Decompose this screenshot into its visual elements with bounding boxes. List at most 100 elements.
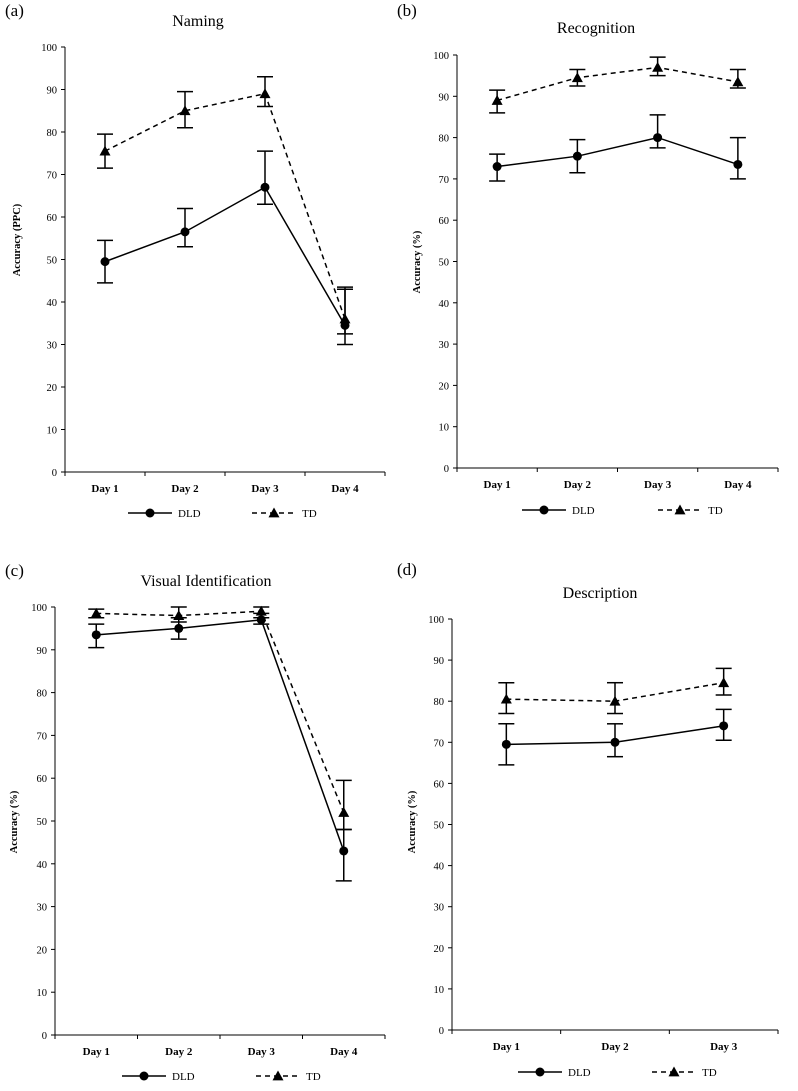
legend-entry-td: TD — [256, 1070, 321, 1083]
legend-marker — [268, 507, 280, 518]
y-tick-label: 100 — [428, 615, 444, 626]
data-point-dld — [492, 162, 502, 172]
chart-panel-3: (c) Visual Identification 0 10 20 30 40 50 60 70 8… — [5, 561, 386, 1083]
y-tick-label: 60 — [37, 774, 48, 785]
y-tick-label: 20 — [439, 381, 450, 392]
data-point-td — [718, 677, 730, 688]
data-point-td — [500, 693, 512, 704]
legend-entry-td: TD — [658, 504, 723, 517]
legend-entry-td: TD — [252, 507, 317, 520]
data-point-dld — [733, 159, 743, 169]
x-tick-label: Day 3 — [248, 1046, 276, 1058]
y-tick-label: 60 — [439, 216, 450, 227]
data-point-dld — [501, 739, 511, 749]
data-point-td — [90, 607, 102, 618]
panel-label: (d) — [397, 560, 417, 579]
y-tick-label: 50 — [439, 258, 450, 269]
data-point-td — [173, 610, 185, 620]
chart-panel-2: (b) Recognition 0 10 20 30 40 50 60 70 80 90 100 Day … — [397, 1, 779, 517]
y-tick-label: 0 — [42, 1031, 47, 1042]
series-td — [97, 76, 353, 335]
y-tick-label: 10 — [434, 985, 445, 996]
series-td — [88, 605, 352, 831]
legend-label: DLD — [568, 1067, 591, 1079]
data-point-dld — [610, 737, 620, 747]
legend-entry-dld: DLD — [522, 505, 595, 517]
y-tick-label: 0 — [439, 1026, 444, 1037]
data-point-dld — [260, 182, 270, 192]
y-tick-label: 0 — [52, 468, 57, 479]
y-tick-label: 10 — [439, 423, 450, 434]
y-axis-label: Accuracy (%) — [412, 230, 423, 293]
x-tick-label: Day 2 — [171, 483, 199, 495]
chart-title: Recognition — [557, 20, 635, 37]
legend-label: DLD — [572, 505, 595, 517]
x-tick-label: Day 2 — [601, 1041, 629, 1053]
legend-marker — [272, 1070, 284, 1081]
data-point-td — [259, 88, 271, 99]
y-tick-label: 70 — [434, 738, 445, 749]
series-line-td — [96, 610, 345, 813]
data-point-td — [179, 105, 191, 116]
legend-label: TD — [306, 1071, 321, 1083]
y-tick-label: 80 — [434, 697, 445, 708]
data-point-td — [491, 94, 503, 105]
series-td — [498, 667, 732, 715]
data-point-td — [732, 76, 744, 87]
data-point-td — [652, 61, 664, 72]
y-tick-label: 40 — [434, 862, 445, 873]
y-tick-label: 90 — [37, 646, 48, 657]
y-tick-label: 60 — [47, 213, 58, 224]
data-point-dld — [91, 630, 101, 640]
series-line-dld — [96, 619, 345, 852]
panel-label: (c) — [5, 561, 24, 580]
data-point-dld — [719, 721, 729, 731]
series-td — [489, 56, 746, 114]
legend-marker — [139, 1071, 149, 1081]
y-tick-label: 100 — [31, 603, 47, 614]
y-tick-label: 20 — [434, 944, 445, 955]
y-tick-label: 40 — [439, 299, 450, 310]
legend-label: TD — [708, 505, 723, 517]
x-tick-label: Day 4 — [330, 1046, 358, 1058]
chart-panel-1: (a) Naming 0 10 20 30 40 50 60 70 80 90 100 Day 1 Day … — [5, 1, 386, 520]
chart-title: Naming — [172, 13, 224, 30]
y-axis-label: Accuracy (%) — [9, 790, 20, 853]
legend-marker — [668, 1066, 680, 1077]
y-tick-label: 0 — [444, 464, 449, 475]
y-tick-label: 10 — [37, 988, 48, 999]
legend-label: DLD — [172, 1071, 195, 1083]
panel-label: (a) — [5, 1, 24, 20]
y-tick-label: 30 — [37, 903, 48, 914]
legend-label: DLD — [178, 508, 201, 520]
x-tick-label: Day 4 — [724, 479, 752, 491]
x-tick-label: Day 1 — [493, 1041, 520, 1053]
x-tick-label: Day 1 — [83, 1046, 110, 1058]
series-dld — [489, 114, 746, 182]
y-tick-label: 20 — [37, 945, 48, 956]
legend-marker — [535, 1067, 545, 1077]
legend-entry-td: TD — [652, 1066, 717, 1079]
y-tick-label: 90 — [439, 92, 450, 103]
data-point-dld — [572, 151, 582, 161]
y-tick-label: 80 — [439, 134, 450, 145]
y-tick-label: 100 — [41, 43, 57, 54]
y-tick-label: 80 — [37, 689, 48, 700]
panel-label: (b) — [397, 1, 417, 20]
x-tick-label: Day 2 — [564, 479, 592, 491]
y-tick-label: 70 — [37, 731, 48, 742]
data-point-dld — [100, 257, 110, 267]
y-tick-label: 60 — [434, 779, 445, 790]
legend-marker — [539, 505, 549, 515]
data-point-td — [99, 145, 111, 156]
legend-marker — [674, 504, 686, 515]
data-point-td — [255, 605, 267, 616]
y-tick-label: 40 — [37, 860, 48, 871]
y-tick-label: 40 — [47, 298, 58, 309]
y-tick-label: 30 — [47, 341, 58, 352]
y-tick-label: 50 — [434, 821, 445, 832]
chart-panel-4: (d) Description 0 10 20 30 40 50 60 70 80 90 100 Day … — [397, 560, 779, 1079]
y-axis-label: Accuracy (%) — [407, 790, 418, 853]
y-tick-label: 90 — [434, 656, 445, 667]
